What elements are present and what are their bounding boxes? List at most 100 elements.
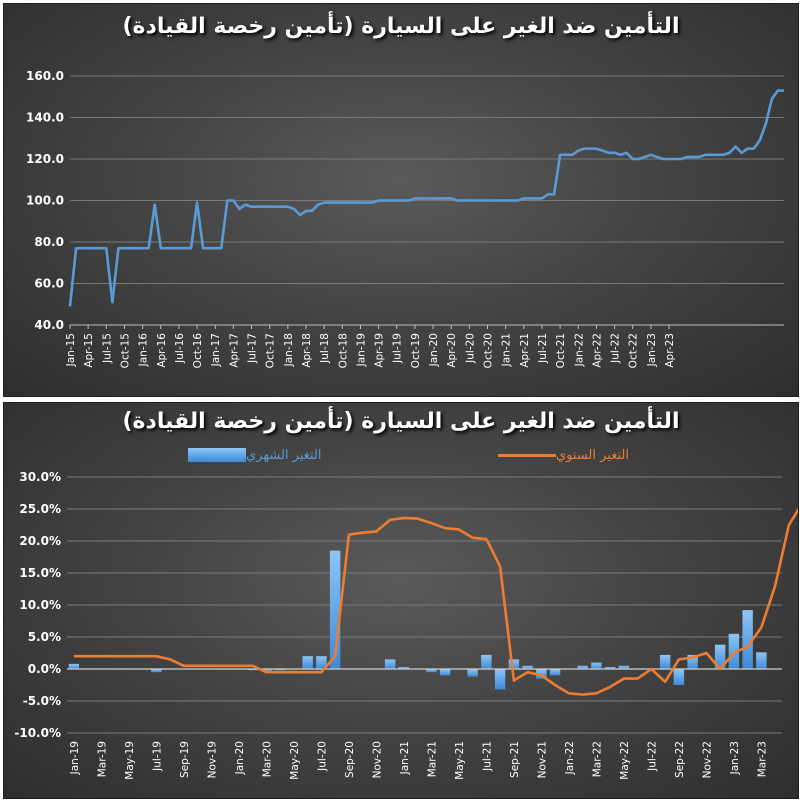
y-tick-label: 40.0 xyxy=(34,318,64,332)
bar-monthly-change xyxy=(536,669,547,679)
x-tick-label: Jan-21 xyxy=(501,333,513,367)
bar-monthly-change xyxy=(549,669,561,676)
x-tick-label: Apr-15 xyxy=(83,333,95,368)
bar-monthly-change xyxy=(591,662,602,669)
x-tick-label: Apr-16 xyxy=(156,333,168,368)
bar-monthly-change xyxy=(302,656,313,669)
x-tick-label: Jan-19 xyxy=(69,741,81,775)
x-tick-label: Oct-22 xyxy=(628,333,640,368)
legend-swatch-bar xyxy=(188,448,246,462)
x-tick-label: Jan-19 xyxy=(355,333,367,367)
legend-item-annual: التغير السنوي xyxy=(490,445,629,465)
x-tick-label: Jul-19 xyxy=(392,333,404,364)
y-tick-label: 20.0% xyxy=(19,534,61,548)
bar-monthly-change xyxy=(467,669,478,677)
bar-monthly-change xyxy=(659,654,671,669)
y-tick-label: 25.0% xyxy=(19,502,61,516)
x-tick-label: Mar-20 xyxy=(261,741,273,777)
y-tick-label: 15.0% xyxy=(19,566,61,580)
x-tick-label: Nov-20 xyxy=(371,741,383,778)
x-tick-label: Jul-22 xyxy=(610,333,622,364)
x-tick-label: Jan-23 xyxy=(646,333,658,367)
x-tick-label: Jan-22 xyxy=(564,741,576,775)
x-tick-label: Jul-19 xyxy=(151,741,163,772)
bar-monthly-change xyxy=(151,669,162,673)
x-tick-label: Oct-20 xyxy=(483,333,495,368)
series-line-annual xyxy=(73,507,798,696)
x-tick-label: Jan-17 xyxy=(210,333,222,367)
y-tick-label: 30.0% xyxy=(19,470,61,484)
x-tick-label: Sep-22 xyxy=(674,741,686,778)
x-tick-label: Mar-22 xyxy=(591,741,603,777)
bar-monthly-change xyxy=(742,610,753,669)
legend-label-monthly: التغير الشهري xyxy=(246,447,322,463)
y-tick-label: 80.0 xyxy=(34,235,64,249)
bar-monthly-change xyxy=(439,669,451,676)
y-tick-label: 100.0 xyxy=(26,194,64,208)
legend-label-annual: التغير السنوي xyxy=(556,447,629,463)
x-tick-label: May-21 xyxy=(454,741,466,780)
x-tick-label: Jul-21 xyxy=(481,741,493,772)
bar-monthly-change xyxy=(714,644,726,669)
x-tick-label: May-22 xyxy=(619,741,631,780)
series-line-index xyxy=(68,89,784,307)
x-tick-label: May-19 xyxy=(124,741,136,780)
x-tick-label: Apr-20 xyxy=(446,333,458,368)
x-tick-label: Oct-19 xyxy=(410,333,422,368)
chart-title-change: التأمين ضد الغير على السيارة (تأمين رخصة… xyxy=(122,409,680,434)
bar-monthly-change xyxy=(329,550,341,669)
x-tick-label: Jan-20 xyxy=(234,741,246,775)
y-tick-label: 10.0% xyxy=(19,598,61,612)
bar-monthly-change xyxy=(481,654,492,669)
x-tick-label: Jul-16 xyxy=(174,333,186,364)
x-tick-label: Jan-20 xyxy=(428,333,440,367)
x-tick-label: Jul-22 xyxy=(646,741,658,772)
x-tick-label: Jan-23 xyxy=(729,741,741,775)
bar-monthly-change xyxy=(68,663,80,669)
x-tick-label: Jul-20 xyxy=(464,333,476,364)
x-tick-label: Oct-21 xyxy=(555,333,567,368)
bar-monthly-change xyxy=(673,669,685,685)
x-tick-label: Sep-21 xyxy=(509,741,521,778)
y-tick-label: -10.0% xyxy=(14,726,61,740)
bar-monthly-change xyxy=(247,669,258,671)
x-tick-label: Apr-23 xyxy=(664,333,676,368)
bar-monthly-change xyxy=(756,652,767,669)
chart-title-index: التأمين ضد الغير على السيارة (تأمين رخصة… xyxy=(122,14,680,39)
bar-monthly-change xyxy=(494,669,506,690)
y-tick-label: 160.0 xyxy=(26,69,64,83)
chart-panel-change: التأمين ضد الغير على السيارة (تأمين رخصة… xyxy=(3,402,799,799)
bar-monthly-change xyxy=(316,656,327,669)
plot-area-index: 40.0 60.0 80.0 100.0 120.0 140.0 160.0 Jan-15 Ap… xyxy=(26,69,784,368)
x-tick-label: Nov-21 xyxy=(536,741,548,778)
y-tick-label: 0.0% xyxy=(28,662,61,676)
bar-monthly-change xyxy=(261,669,272,671)
x-tick-label: Apr-17 xyxy=(228,333,240,368)
plot-area-change: -10.0% -5.0% 0.0% 5.0% 10.0% 15.0% 20.0% 25.0% 3… xyxy=(14,470,798,780)
y-tick-label: 140.0 xyxy=(26,111,64,125)
bar-monthly-change xyxy=(274,669,286,671)
x-tick-label: Apr-18 xyxy=(301,333,313,368)
bar-monthly-change xyxy=(384,659,396,669)
x-tick-label: May-20 xyxy=(289,741,301,780)
y-tick-label: 5.0% xyxy=(28,630,61,644)
x-tick-label: Apr-21 xyxy=(519,333,531,368)
x-tick-label: Sep-19 xyxy=(179,741,191,778)
x-tick-label: Nov-19 xyxy=(206,741,218,778)
x-tick-label: Oct-18 xyxy=(337,333,349,368)
x-tick-label: Mar-21 xyxy=(426,741,438,777)
x-tick-label: Mar-19 xyxy=(96,741,108,777)
x-tick-label: Jul-20 xyxy=(316,741,328,772)
y-tick-label: -5.0% xyxy=(23,694,61,708)
bar-monthly-change xyxy=(577,665,588,669)
x-tick-label: Jul-15 xyxy=(101,333,113,364)
bar-monthly-change xyxy=(604,667,616,669)
bar-monthly-change xyxy=(522,665,533,669)
bar-monthly-change xyxy=(728,633,740,669)
bar-monthly-change xyxy=(398,667,410,669)
y-tick-label: 60.0 xyxy=(34,277,64,291)
legend-item-monthly: التغير الشهري xyxy=(182,445,322,465)
x-tick-label: Jan-15 xyxy=(65,333,77,367)
x-tick-label: Mar-23 xyxy=(756,741,768,777)
x-tick-label: Sep-20 xyxy=(344,741,356,778)
